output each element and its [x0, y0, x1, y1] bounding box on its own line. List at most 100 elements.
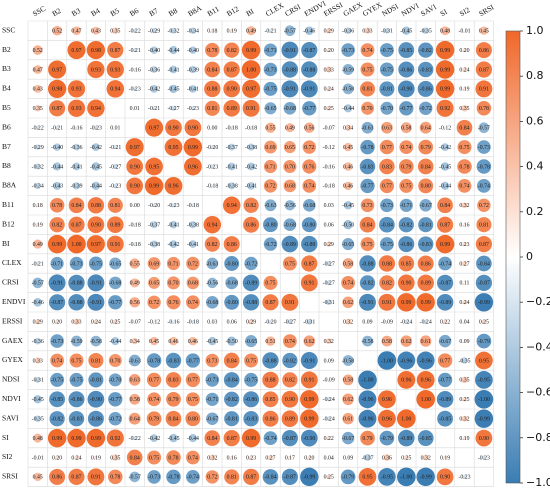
value-label: -0.38: [245, 145, 257, 151]
value-label: -0.58: [342, 358, 354, 364]
column-label: B12: [225, 4, 241, 18]
value-label: -0.56: [284, 203, 296, 209]
row-label: ENDVI: [2, 297, 26, 306]
correlation-circle: [461, 357, 468, 364]
value-label: 0.09: [362, 320, 372, 326]
correlation-circle: [34, 144, 41, 150]
value-label: 0.62: [401, 339, 411, 345]
value-label: -0.83: [70, 417, 82, 423]
value-label: -0.63: [129, 358, 141, 364]
value-label: -0.77: [303, 106, 315, 112]
value-label: -0.85: [400, 48, 412, 54]
correlation-circle: [125, 138, 144, 157]
value-label: -0.89: [400, 436, 412, 442]
value-label: 0.90: [188, 126, 198, 132]
correlation-circle: [205, 392, 219, 406]
correlation-circle: [189, 65, 197, 74]
value-label: 0.25: [324, 475, 334, 481]
value-label: -0.18: [129, 242, 141, 248]
value-label: 0.97: [91, 242, 101, 248]
value-label: -0.18: [226, 126, 238, 132]
value-label: 0.81: [362, 87, 372, 93]
row-label: B2: [2, 45, 11, 54]
correlation-circle: [166, 276, 181, 290]
value-label: 0.77: [382, 145, 392, 151]
value-label: -0.12: [323, 145, 335, 151]
correlation-circle: [186, 276, 200, 290]
value-label: -0.74: [264, 436, 276, 442]
correlation-circle: [205, 373, 220, 387]
correlation-circle: [327, 184, 331, 188]
value-label: -0.39: [70, 184, 82, 190]
value-label: 0.64: [130, 417, 140, 423]
value-label: 0.56: [304, 126, 314, 132]
value-label: 0.49: [130, 281, 140, 287]
colorbar-tick-label: −0.8: [526, 431, 550, 444]
value-label: -0.44: [439, 184, 451, 190]
correlation-circle: [87, 197, 105, 214]
value-label: -0.79: [478, 339, 490, 345]
correlation-circle: [457, 140, 472, 155]
value-label: 0.79: [421, 145, 431, 151]
value-label: -0.88: [245, 300, 257, 306]
correlation-circle: [379, 43, 394, 58]
correlation-circle: [358, 468, 377, 486]
value-label: -0.45: [400, 29, 412, 35]
value-label: -0.73: [381, 203, 393, 209]
correlation-circle: [436, 274, 454, 292]
value-label: 0.70: [110, 358, 120, 364]
correlation-circle: [224, 391, 240, 407]
correlation-circle: [67, 41, 86, 60]
value-label: -0.87: [478, 281, 490, 287]
value-label: 0.80: [421, 184, 431, 190]
value-label: -0.45: [342, 203, 354, 209]
value-label: 0.94: [207, 223, 217, 229]
correlation-circle: [68, 197, 85, 214]
correlation-circle: [185, 372, 201, 388]
correlation-circle: [379, 62, 394, 77]
correlation-circle: [67, 99, 86, 117]
value-label: 0.52: [33, 48, 43, 54]
correlation-circle: [242, 79, 261, 98]
value-label: 0.87: [227, 436, 237, 442]
value-label: 0.90: [130, 164, 140, 170]
correlation-circle: [461, 415, 468, 422]
correlation-circle: [223, 80, 241, 98]
correlation-circle: [284, 200, 296, 211]
row-label: SSC: [2, 25, 15, 34]
value-label: -0.45: [167, 87, 179, 93]
value-label: 0.99: [91, 436, 101, 442]
value-label: -0.89: [439, 300, 451, 306]
value-label: 0.91: [285, 300, 295, 306]
correlation-circle: [343, 201, 353, 210]
value-label: -0.73: [51, 339, 63, 345]
value-label: 0.74: [188, 455, 198, 461]
value-label: 0.33: [71, 320, 81, 326]
correlation-circle: [360, 237, 375, 252]
value-label: 0.56: [130, 300, 140, 306]
correlation-circle: [347, 456, 349, 459]
value-label: -0.42: [245, 164, 257, 170]
value-label: 0.34: [343, 126, 353, 132]
value-label: -0.44: [187, 436, 199, 442]
value-label: -0.32: [167, 29, 179, 35]
correlation-circle: [360, 430, 375, 446]
correlation-circle: [206, 412, 219, 425]
column-label: B3: [70, 6, 82, 18]
value-label: -0.39: [187, 67, 199, 73]
value-label: -0.16: [70, 126, 82, 132]
value-label: 0.20: [52, 320, 62, 326]
correlation-circle: [204, 80, 221, 98]
value-label: 0.99: [304, 397, 314, 403]
value-label: -1.00: [478, 397, 490, 403]
correlation-circle: [203, 215, 222, 234]
correlation-circle: [32, 45, 43, 55]
value-label: -0.45: [32, 397, 44, 403]
value-label: 0.92: [440, 106, 450, 112]
value-label: 0.84: [440, 203, 450, 209]
value-label: 0.88: [382, 261, 392, 267]
value-label: 0.09: [324, 358, 334, 364]
correlation-circle: [358, 409, 377, 428]
value-label: 0.91: [246, 106, 256, 112]
correlation-circle: [71, 335, 82, 347]
